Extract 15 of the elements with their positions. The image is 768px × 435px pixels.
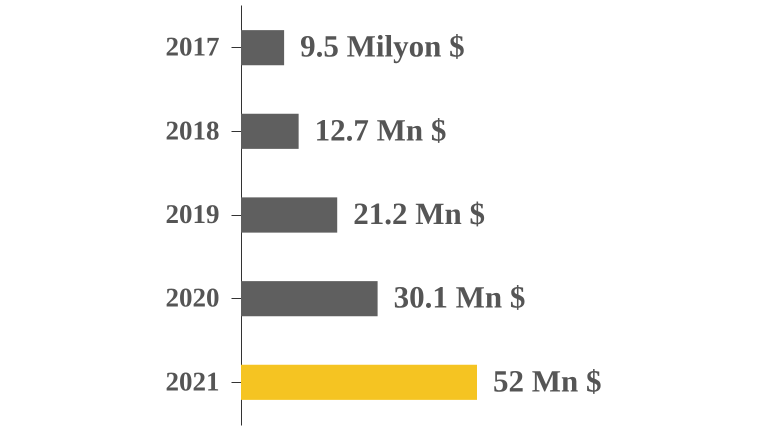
y-tick-label: 2018: [166, 115, 220, 146]
data-label: 52 Mn $: [493, 363, 602, 398]
bar: [241, 30, 284, 66]
bar: [241, 364, 477, 400]
data-label: 9.5 Milyon $: [300, 28, 465, 64]
data-label: 30.1 Mn $: [394, 280, 526, 315]
data-label: 21.2 Mn $: [353, 196, 485, 231]
y-tick-label: 2020: [166, 282, 220, 313]
y-tick-label: 2021: [166, 366, 220, 396]
bar: [241, 281, 378, 316]
y-tick-label: 2017: [166, 32, 220, 62]
data-label: 12.7 Mn $: [314, 112, 446, 148]
y-tick-label: 2019: [166, 199, 220, 229]
bar: [241, 114, 299, 149]
bar: [241, 197, 338, 233]
